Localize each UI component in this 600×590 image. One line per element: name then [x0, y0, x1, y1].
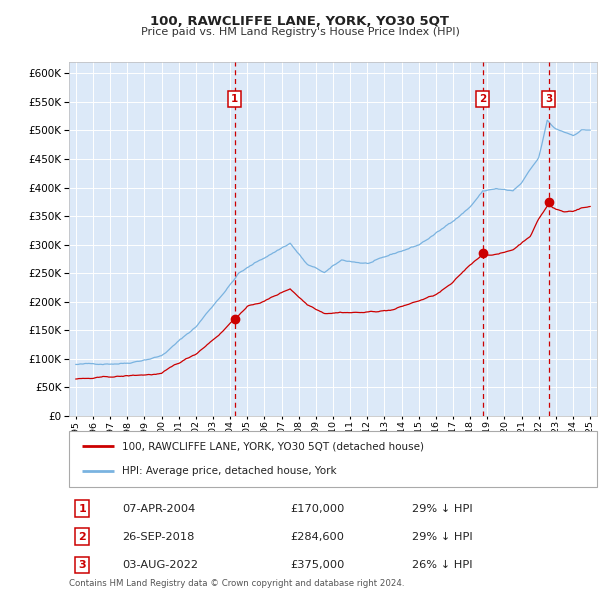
- Text: 3: 3: [79, 560, 86, 570]
- Text: 29% ↓ HPI: 29% ↓ HPI: [412, 532, 473, 542]
- Text: HPI: Average price, detached house, York: HPI: Average price, detached house, York: [122, 466, 337, 476]
- Text: 3: 3: [545, 94, 553, 104]
- Text: £375,000: £375,000: [291, 560, 345, 570]
- Text: 03-AUG-2022: 03-AUG-2022: [122, 560, 198, 570]
- Text: 26-SEP-2018: 26-SEP-2018: [122, 532, 194, 542]
- Text: 1: 1: [79, 503, 86, 513]
- Text: 100, RAWCLIFFE LANE, YORK, YO30 5QT: 100, RAWCLIFFE LANE, YORK, YO30 5QT: [151, 15, 449, 28]
- Text: 100, RAWCLIFFE LANE, YORK, YO30 5QT (detached house): 100, RAWCLIFFE LANE, YORK, YO30 5QT (det…: [122, 441, 424, 451]
- Text: 26% ↓ HPI: 26% ↓ HPI: [412, 560, 473, 570]
- Text: £284,600: £284,600: [291, 532, 345, 542]
- Text: 29% ↓ HPI: 29% ↓ HPI: [412, 503, 473, 513]
- Text: 2: 2: [479, 94, 486, 104]
- Text: 07-APR-2004: 07-APR-2004: [122, 503, 195, 513]
- Text: 2: 2: [79, 532, 86, 542]
- FancyBboxPatch shape: [69, 431, 597, 487]
- Text: Price paid vs. HM Land Registry's House Price Index (HPI): Price paid vs. HM Land Registry's House …: [140, 27, 460, 37]
- Text: £170,000: £170,000: [291, 503, 345, 513]
- Text: 1: 1: [231, 94, 238, 104]
- Text: Contains HM Land Registry data © Crown copyright and database right 2024.
This d: Contains HM Land Registry data © Crown c…: [69, 579, 404, 590]
